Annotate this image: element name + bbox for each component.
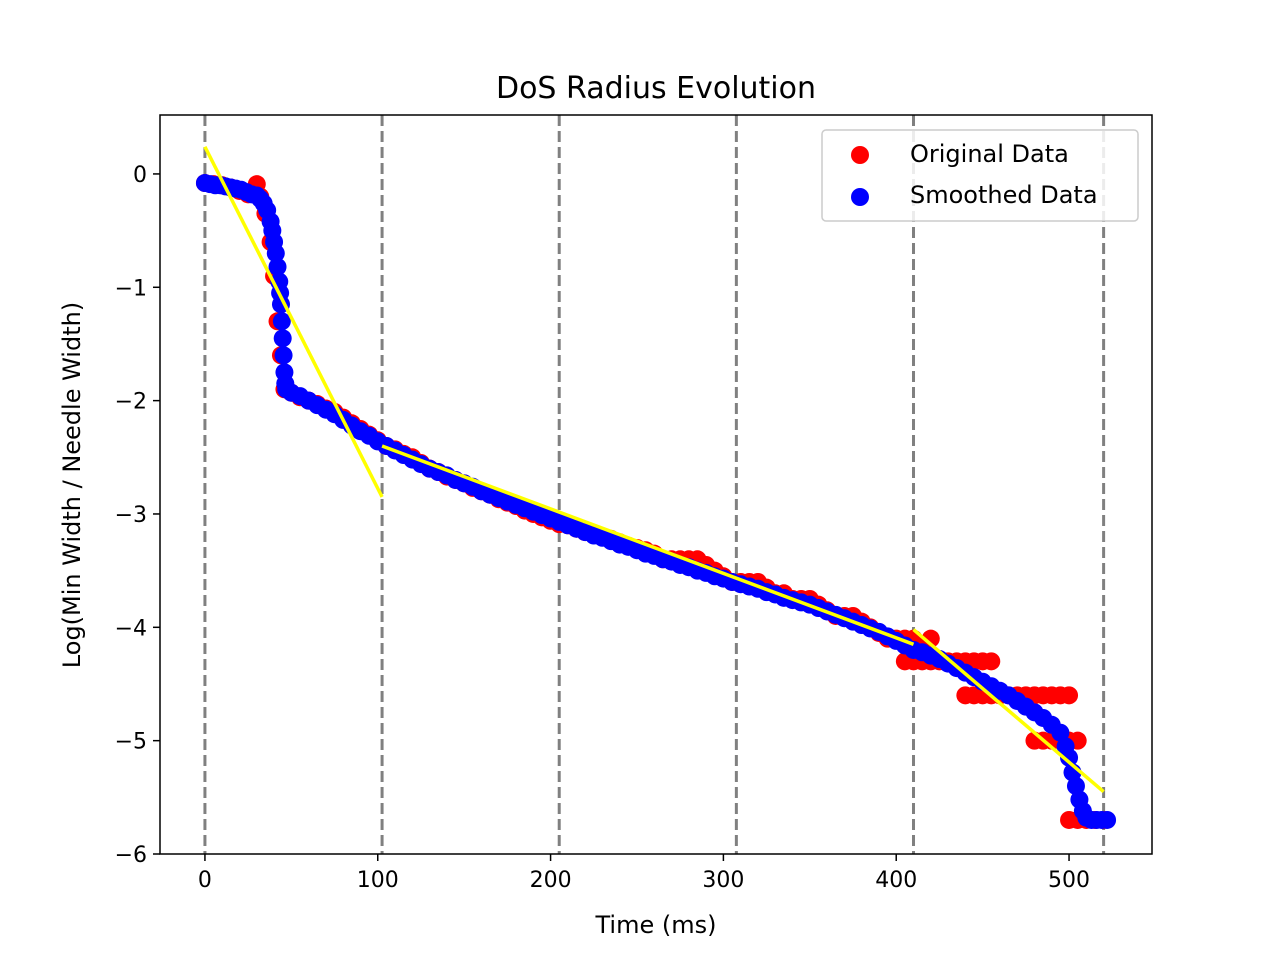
fit-line-2 [912,628,1105,793]
smoothed-data-point-117 [1051,723,1070,742]
smoothed-data-point-22 [272,312,291,331]
y-tick-label-1: −1 [115,276,147,301]
legend-marker-original [851,146,869,164]
legend-box [821,129,1139,222]
original-data-point-99 [982,652,1001,671]
legend: Original Data Smoothed Data [821,129,1139,222]
plot-area [159,114,1153,855]
fit-line-1 [381,444,915,646]
fit-line-0 [203,145,384,498]
legend-label-original: Original Data [910,140,1069,168]
x-tick-label-0: 0 [198,868,212,893]
x-tick-label-1: 100 [357,868,399,893]
y-tick-label-6: −6 [115,843,147,868]
y-axis-ticks: 0 −1 −2 −3 −4 −5 −6 [115,163,160,868]
legend-marker-smoothed [851,188,869,206]
plot-frame [159,114,1153,855]
y-tick-label-5: −5 [115,730,147,755]
original-data-point-88 [921,629,940,648]
y-tick-label-0: 0 [133,163,147,188]
y-tick-label-2: −2 [115,390,147,415]
legend-label-smoothed: Smoothed Data [910,181,1098,209]
y-tick-label-4: −4 [115,616,147,641]
x-tick-label-3: 300 [702,868,744,893]
smoothed-data-point-17 [266,244,285,263]
x-tick-label-5: 500 [1048,868,1090,893]
y-tick-label-3: −3 [115,503,147,528]
smoothed-data-point-18 [268,257,287,276]
x-tick-label-4: 400 [875,868,917,893]
plot-background [160,115,1152,854]
smoothed-data-point-24 [274,346,293,365]
chart-title: DoS Radius Evolution [496,71,816,106]
smoothed-data-point-128 [1098,810,1117,829]
vertical-lines [203,115,1106,854]
original-data-point-112 [1060,686,1079,705]
y-axis-label: Log(Min Width / Needle Width) [58,302,86,668]
x-axis-ticks: 0 100 200 300 400 500 [198,854,1090,893]
smoothed-data-point-121 [1066,776,1085,795]
smoothed-data-point-119 [1060,748,1079,767]
x-axis-label: Time (ms) [595,911,717,939]
smoothed-data-point-23 [273,329,292,348]
x-tick-label-2: 200 [530,868,572,893]
fit-lines [203,145,1105,793]
